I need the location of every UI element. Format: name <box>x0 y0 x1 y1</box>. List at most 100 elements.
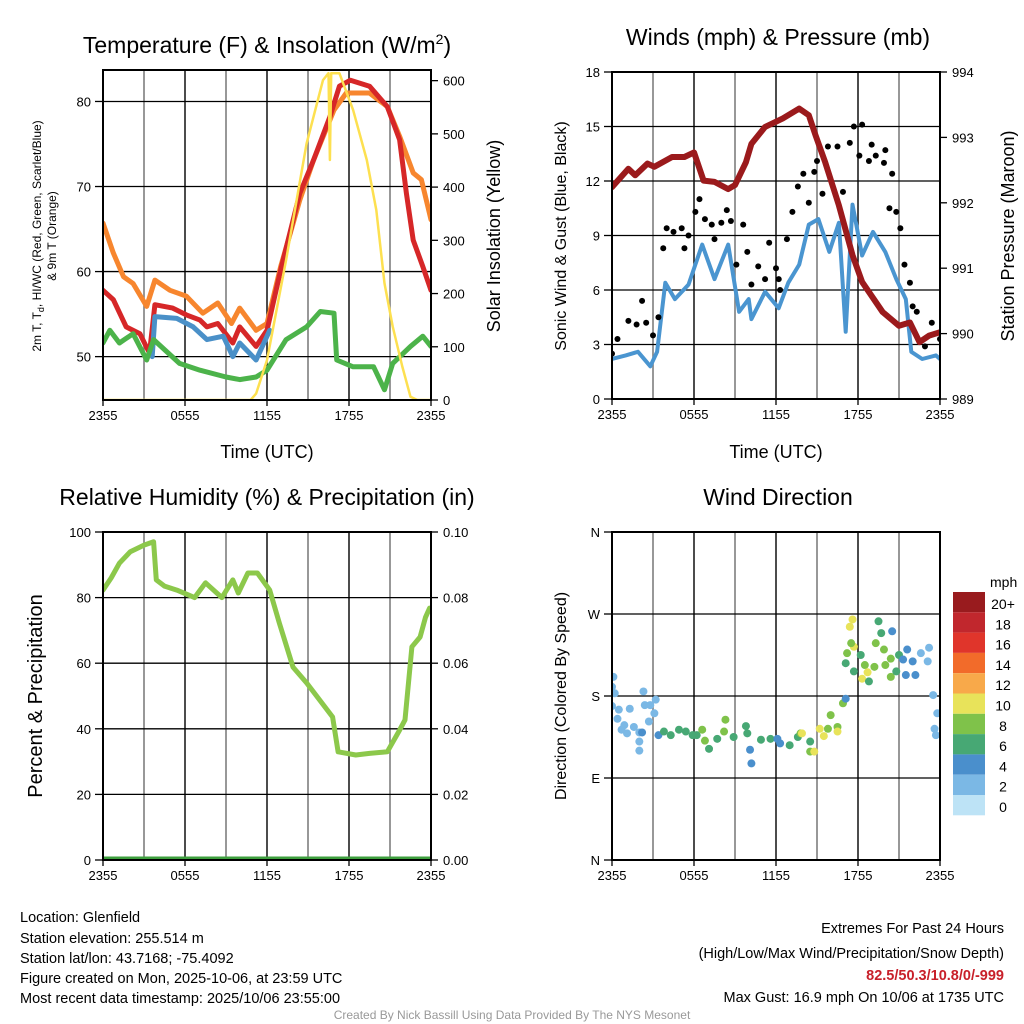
gust-point <box>928 319 935 326</box>
series-solar-line <box>103 71 431 400</box>
wind-direction-point <box>841 659 850 668</box>
wind-direction-point <box>635 746 644 755</box>
panel-title-winds: Winds (mph) & Pressure (mb) <box>626 24 930 50</box>
y-tick-label: 100 <box>69 525 91 540</box>
wind-direction-point <box>705 744 714 753</box>
gust-point <box>727 217 734 224</box>
gust-point <box>696 196 703 203</box>
legend-label: 10 <box>995 698 1011 714</box>
y-tick-label: 80 <box>77 94 91 109</box>
x-tick-label: 1755 <box>844 868 873 883</box>
gust-point <box>650 332 656 339</box>
panel-title-wind-direction: Wind Direction <box>703 484 853 510</box>
x-tick-label: 2355 <box>89 868 118 883</box>
y-right-tick-label: 400 <box>443 180 465 195</box>
y-right-tick-label: 300 <box>443 233 465 248</box>
gust-point <box>633 321 640 328</box>
legend-swatch <box>953 754 985 775</box>
wind-direction-point <box>903 645 912 654</box>
y-tick-label: 40 <box>77 722 91 737</box>
gust-point <box>692 208 699 215</box>
y-tick-label: 15 <box>586 120 600 135</box>
y-tick-label: 18 <box>586 65 600 80</box>
gust-point <box>701 216 708 223</box>
wind-direction-point <box>823 724 832 733</box>
y-tick-label: S <box>591 689 600 704</box>
legend-swatch <box>953 652 985 674</box>
wind-direction-point <box>877 629 886 638</box>
wind-direction-point <box>746 745 755 754</box>
gust-point <box>872 152 879 159</box>
relative-humidity-line <box>103 539 431 758</box>
wind-direction-point <box>899 655 908 664</box>
y-axis-right-label-solar: Solar Insolation (Yellow) <box>484 140 504 332</box>
pressure-line <box>612 105 940 346</box>
gust-point <box>678 225 685 232</box>
wind-direction-point <box>881 661 890 670</box>
y-tick-label: N <box>591 525 600 540</box>
gust-point <box>718 219 725 226</box>
gust-point <box>708 221 715 228</box>
wind-direction-point <box>613 714 622 723</box>
x-tick-label: 1155 <box>762 407 790 422</box>
y-right-tick-label: 0.02 <box>443 787 468 802</box>
extremes-values: 82.5/50.3/10.8/0/-999 <box>866 968 1004 984</box>
wind-direction-point <box>692 731 701 740</box>
y-tick-label: N <box>591 853 600 868</box>
wind-direction-point <box>612 689 619 698</box>
wind-direction-point <box>766 734 775 743</box>
gust-point <box>775 276 782 283</box>
gust-point <box>909 303 916 310</box>
series-hi-wc-line <box>149 314 273 363</box>
legend-label: 2 <box>999 779 1007 795</box>
gust-point <box>766 239 773 246</box>
legend-label: 12 <box>995 677 1011 693</box>
x-tick-label: 2355 <box>417 408 446 423</box>
y-tick-label: E <box>591 771 600 786</box>
max-gust: Max Gust: 16.9 mph On 10/06 at 1735 UTC <box>724 990 1004 1006</box>
y-axis-right-label-pressure: Station Pressure (Maroon) <box>998 130 1018 341</box>
info-recent: Most recent data timestamp: 2025/10/06 2… <box>20 991 340 1007</box>
y-right-tick-label: 991 <box>952 261 974 276</box>
gust-point <box>856 152 863 159</box>
legend-swatch <box>953 693 985 714</box>
wind-direction-point <box>741 722 750 731</box>
x-tick-label: 0555 <box>680 868 709 883</box>
extremes-subtitle: (High/Low/Max Wind/Precipitation/Snow De… <box>699 946 1004 962</box>
wind-direction-point <box>888 627 897 636</box>
y-axis-label-direction: Direction (Colored By Speed) <box>553 592 570 800</box>
x-tick-label: 1755 <box>335 868 364 883</box>
wind-direction-point <box>886 672 895 681</box>
y-tick-label: 60 <box>77 656 91 671</box>
y-right-tick-label: 0.04 <box>443 722 468 737</box>
gust-point <box>794 183 801 190</box>
wind-direction-point <box>810 747 819 756</box>
legend-label: 20+ <box>991 596 1015 612</box>
wind-direction-point <box>640 701 649 710</box>
plot-frame <box>102 531 432 861</box>
wind-direction-point <box>612 672 618 681</box>
gust-point <box>859 121 866 128</box>
gust-point <box>663 225 670 232</box>
gust-point <box>744 248 751 255</box>
gust-point <box>639 297 646 304</box>
wind-direction-point <box>874 617 883 626</box>
gust-point <box>723 207 730 214</box>
wind-direction-point <box>833 727 842 736</box>
y-tick-label: 20 <box>77 787 91 802</box>
legend-swatch <box>953 774 985 795</box>
y-right-tick-label: 993 <box>952 130 974 145</box>
y-axis-label-humidity: Percent & Precipitation <box>25 594 47 797</box>
x-tick-label: 2355 <box>598 868 627 883</box>
wind-direction-point <box>651 695 660 704</box>
y-right-tick-label: 994 <box>952 65 974 80</box>
x-tick-label: 2355 <box>598 407 627 422</box>
wind-direction-point <box>916 649 925 658</box>
x-tick-label: 1755 <box>844 407 873 422</box>
x-tick-label: 2355 <box>417 868 446 883</box>
x-tick-label: 2355 <box>89 408 118 423</box>
gust-point <box>711 236 718 243</box>
panel-0: 50 60 70 80 0 100 200 300 400 500 600 2355 0555 1155 1… <box>77 69 465 423</box>
